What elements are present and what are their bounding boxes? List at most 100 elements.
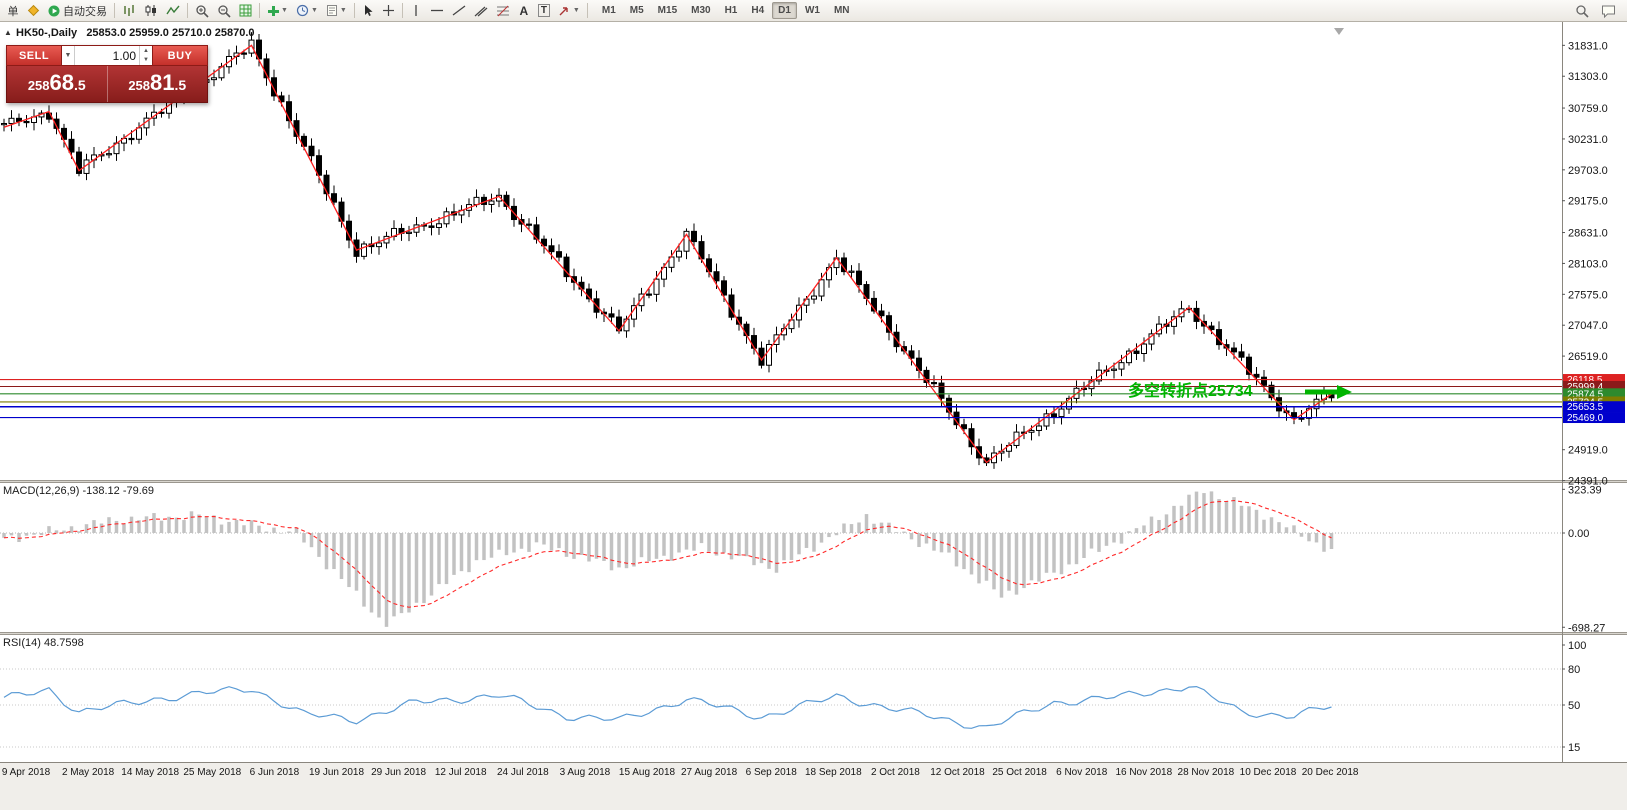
toolbar-separator (114, 3, 115, 18)
trendline-icon (452, 5, 466, 16)
tf-button-d1[interactable]: D1 (772, 2, 797, 19)
vertical-line-tool[interactable] (406, 1, 426, 21)
tf-button-h4[interactable]: H4 (751, 5, 765, 16)
horizontal-line-icon (430, 9, 443, 12)
bid-prefix: 258 (27, 78, 50, 93)
one-click-trading-panel: SELL ▼ 1.00 ▲ ▼ BUY 258 68.5 258 81.5 (6, 45, 208, 103)
ask-price[interactable]: 258 81.5 (108, 66, 208, 102)
main-toolbar: 单 自动交易 ▼ (0, 0, 1627, 22)
indicators-icon (268, 5, 279, 16)
ohlc-values: 25853.0 25959.0 25710.0 25870.0 (86, 27, 255, 39)
toolbar-right-group (1571, 1, 1624, 21)
label-tool[interactable]: T (534, 1, 554, 21)
one-click-prices-row: 258 68.5 258 81.5 (6, 66, 208, 103)
toolbar-separator (259, 3, 260, 18)
text-icon: A (519, 3, 529, 18)
zoom-out-icon (218, 4, 231, 18)
toolbar-separator (586, 3, 588, 18)
zoom-in-button[interactable] (191, 1, 213, 21)
rsi-indicator-label: RSI(14) 48.7598 (3, 637, 84, 649)
vertical-line-icon (415, 5, 417, 16)
timeframe-buttons: M1 M5 M15 M30 H1 H4 D1 W1 MN (595, 2, 857, 19)
bid-fraction: .5 (74, 77, 86, 93)
tf-button-h1[interactable]: H1 (724, 5, 738, 16)
grid-icon (239, 4, 252, 17)
volume-down-icon[interactable]: ▼ (143, 57, 149, 64)
arrows-tool[interactable]: ▼ (554, 1, 584, 21)
new-order-button[interactable] (23, 1, 44, 21)
crosshair-button[interactable] (378, 1, 399, 21)
chevron-down-icon: ▼ (281, 7, 288, 14)
chat-button[interactable] (1597, 1, 1620, 21)
tf-button-m1[interactable]: M1 (601, 5, 616, 16)
tf-button-m15[interactable]: M15 (657, 5, 678, 16)
label-icon: T (537, 4, 550, 17)
chevron-down-icon: ▼ (310, 7, 318, 14)
time-axis[interactable] (0, 762, 1627, 810)
crosshair-icon (382, 5, 394, 16)
bid-price[interactable]: 258 68.5 (7, 66, 108, 102)
periods-icon (296, 4, 309, 17)
autotrade-label: 自动交易 (63, 5, 107, 18)
volume-field[interactable]: ▼ 1.00 ▲ ▼ (62, 45, 152, 66)
sell-button[interactable]: SELL (6, 45, 62, 66)
toolbar-separator (401, 3, 403, 18)
text-tool[interactable]: A (514, 1, 534, 21)
horizontal-line-tool[interactable] (426, 1, 448, 21)
toolbar-separator (353, 3, 355, 18)
macd-indicator-label: MACD(12,26,9) -138.12 -79.69 (3, 485, 155, 497)
arrows-icon (559, 7, 568, 16)
channel-tool[interactable] (470, 1, 492, 21)
tf-button-m5[interactable]: M5 (629, 5, 644, 16)
chart-area[interactable] (0, 22, 1562, 762)
symbol-period-label: HK50-,Daily (16, 27, 78, 39)
order-button[interactable]: 单 (3, 1, 23, 21)
price-axis[interactable] (1562, 22, 1627, 762)
trendline-tool[interactable] (448, 1, 470, 21)
cursor-button[interactable] (358, 1, 378, 21)
volume-dropdown-icon[interactable]: ▼ (62, 46, 75, 65)
bid-big-digits: 68 (49, 70, 74, 95)
tf-button-w1[interactable]: W1 (804, 5, 820, 16)
volume-up-icon[interactable]: ▲ (143, 47, 149, 54)
autotrade-button[interactable]: 自动交易 (44, 1, 111, 21)
templates-button[interactable]: ▼ (322, 1, 351, 21)
autotrade-play-icon (48, 5, 60, 16)
chart-title: HK50-,Daily 25853.0 25959.0 25710.0 2587… (16, 27, 255, 39)
tf-button-mn[interactable]: MN (833, 5, 850, 16)
ask-fraction: .5 (174, 77, 187, 93)
ask-big-digits: 81 (150, 70, 175, 95)
new-order-icon (27, 4, 40, 17)
fibonacci-tool[interactable] (492, 1, 514, 21)
bar-chart-button[interactable] (118, 1, 140, 21)
ask-prefix: 258 (128, 78, 151, 93)
candlestick-chart-icon (145, 5, 156, 16)
chat-icon (1602, 5, 1615, 18)
channel-icon (474, 6, 488, 17)
search-button[interactable] (1571, 1, 1593, 21)
one-click-collapse-arrow[interactable]: ▲ (4, 28, 12, 37)
buy-button[interactable]: BUY (152, 45, 208, 66)
order-button-label: 单 (7, 5, 19, 18)
line-chart-icon (166, 5, 180, 15)
zoom-in-icon (196, 4, 209, 18)
line-chart-button[interactable] (162, 1, 184, 21)
grid-button[interactable] (235, 1, 256, 21)
zoom-out-button[interactable] (213, 1, 235, 21)
cursor-icon (364, 5, 373, 16)
trend-annotation[interactable]: 多空转折点25734 (1128, 383, 1253, 400)
volume-value[interactable]: 1.00 (112, 48, 136, 63)
indicators-button[interactable]: ▼ (263, 1, 292, 21)
bar-chart-icon (124, 5, 134, 16)
search-icon (1576, 4, 1589, 18)
toolbar-separator (187, 3, 188, 18)
candlestick-chart-button[interactable] (140, 1, 162, 21)
tf-button-m30[interactable]: M30 (691, 5, 711, 16)
fibonacci-icon (496, 5, 509, 17)
one-click-top-row: SELL ▼ 1.00 ▲ ▼ BUY (6, 45, 208, 66)
periods-button[interactable]: ▼ (292, 1, 322, 21)
volume-stepper[interactable]: ▲ ▼ (139, 46, 152, 65)
chevron-down-icon: ▼ (339, 7, 347, 14)
chevron-down-icon: ▼ (572, 7, 580, 14)
